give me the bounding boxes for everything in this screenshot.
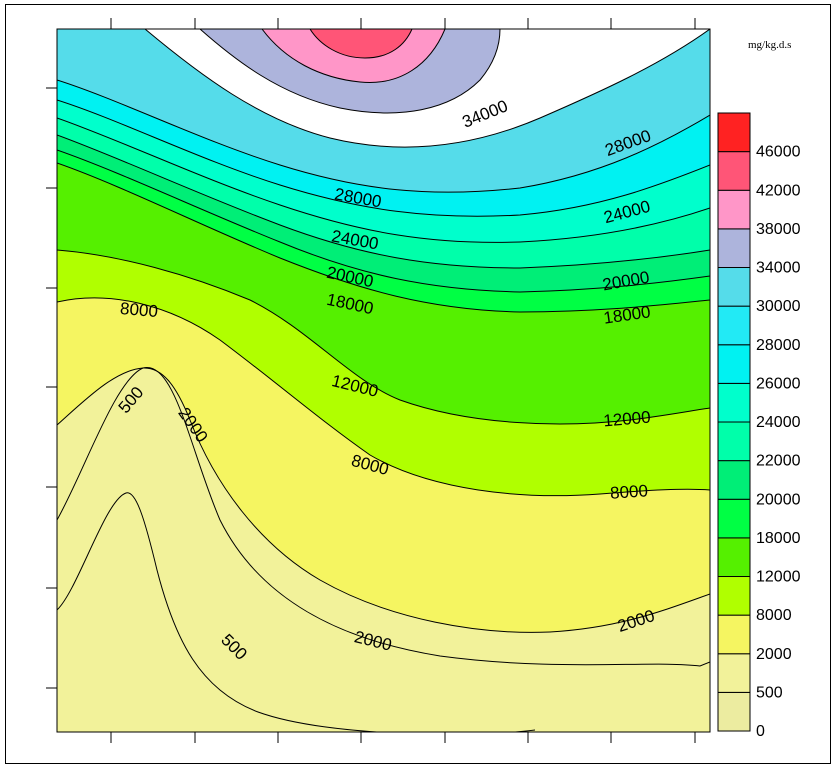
band-28000 <box>57 80 710 217</box>
colorbar-label: 30000 <box>756 298 801 315</box>
band-22000 <box>57 135 710 292</box>
line-8000 <box>57 297 710 497</box>
line-18000 <box>57 162 710 313</box>
colorbar-label: 28000 <box>756 337 801 354</box>
colorbar-swatch <box>717 576 751 616</box>
line-28000 <box>57 79 710 193</box>
band-2000-upper <box>57 367 710 732</box>
contour-label: 8000 <box>609 481 648 503</box>
line-30000 <box>144 29 710 148</box>
colorbar-swatch <box>717 382 751 423</box>
colorbar-label: 26000 <box>756 375 801 392</box>
unit-label: mg/kg.d.s <box>748 39 791 51</box>
colorbar-label: 18000 <box>756 530 801 547</box>
colorbar-label: 42000 <box>756 182 801 199</box>
line-38000 <box>261 29 446 83</box>
line-22000 <box>57 134 710 269</box>
band-24000 <box>57 118 710 268</box>
colorbar-label: 2000 <box>756 646 792 663</box>
band-30000 <box>57 29 710 193</box>
chart-frame <box>5 4 831 764</box>
contour-label: 8000 <box>119 299 158 321</box>
line-26000 <box>57 99 710 217</box>
colorbar-swatch <box>717 653 751 693</box>
colorbar-swatch <box>717 421 751 462</box>
contour-label: 12000 <box>603 407 652 430</box>
band-42000 <box>310 29 412 58</box>
line-42000 <box>309 29 413 59</box>
band-20000 <box>57 150 710 312</box>
colorbar-swatch <box>717 537 751 578</box>
colorbar-swatch <box>717 614 751 655</box>
colorbar-label: 20000 <box>756 491 801 508</box>
colorbar-label: 0 <box>756 723 765 740</box>
colorbar-swatch <box>717 691 751 732</box>
band-12000 <box>57 250 710 496</box>
contour-lines <box>57 29 710 732</box>
line-500-inner <box>57 492 536 732</box>
line-2000 <box>57 367 710 633</box>
colorbar-swatch <box>717 305 751 346</box>
line-24000 <box>57 117 710 243</box>
colorbar: 0 500 2000 8000 12000 18000 20000 22000 24000 260… <box>717 112 801 740</box>
colorbar-swatch <box>717 344 751 384</box>
axis-ticks <box>46 18 696 743</box>
line-12000 <box>57 249 710 425</box>
colorbar-label: 34000 <box>756 260 801 277</box>
band-26000 <box>57 100 710 243</box>
colorbar-label: 22000 <box>756 453 801 470</box>
line-34000 <box>199 29 501 114</box>
line-20000 <box>57 149 710 293</box>
colorbar-label: 46000 <box>756 144 801 161</box>
colorbar-swatch <box>717 112 751 153</box>
contour-fills <box>57 29 710 732</box>
colorbar-swatch <box>717 498 751 539</box>
colorbar-label: 12000 <box>756 569 801 586</box>
colorbar-swatch <box>717 151 751 191</box>
colorbar-swatch <box>717 189 751 230</box>
colorbar-label: 500 <box>756 684 783 701</box>
band-8000 <box>57 297 710 633</box>
line-500 <box>57 367 710 667</box>
colorbar-label: 8000 <box>756 607 792 624</box>
colorbar-swatch <box>717 267 751 307</box>
colorbar-swatch <box>717 460 751 500</box>
plot-border <box>56 28 711 733</box>
colorbar-label: 24000 <box>756 414 801 431</box>
colorbar-swatch <box>717 228 751 269</box>
colorbar-label: 38000 <box>756 221 801 238</box>
